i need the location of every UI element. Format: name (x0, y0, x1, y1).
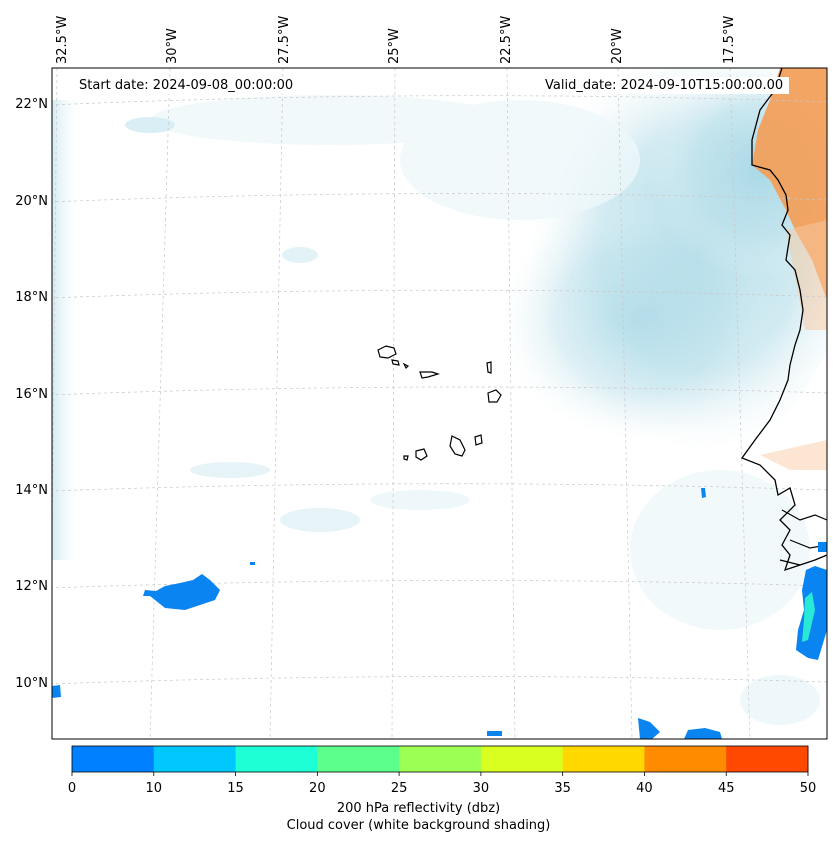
lon-label-22-5w: 22.5°W (499, 15, 514, 64)
colorbar-segment (480, 746, 564, 772)
lat-label-16n: 16°N (15, 387, 48, 402)
colorbar-segment (317, 746, 400, 772)
colorbar-tick-label: 0 (67, 781, 77, 796)
reflectivity-cyan-core (802, 592, 815, 642)
colorbar (71, 745, 809, 776)
colorbar-segment (153, 746, 237, 772)
lat-label-18n: 18°N (15, 290, 48, 305)
lon-label-25w: 25°W (387, 28, 402, 64)
colorbar-label-line1: 200 hPa reflectivity (dbz) (336, 801, 501, 816)
colorbar-tick-label: 10 (145, 781, 163, 796)
lon-label-30w: 30°W (165, 28, 180, 64)
colorbar-tick-label: 20 (309, 781, 326, 796)
lat-label-12n: 12°N (15, 579, 48, 594)
colorbar-tick-label: 35 (554, 781, 571, 796)
colorbar-tick-label: 25 (390, 781, 408, 796)
colorbar-segment (399, 746, 482, 772)
colorbar-segment (644, 746, 727, 772)
map-frame (51, 67, 828, 740)
colorbar-tick-label: 15 (227, 781, 244, 796)
lat-label-14n: 14°N (15, 483, 48, 498)
african-coastline (740, 68, 827, 572)
graticule (52, 68, 827, 739)
colorbar-tick-label: 50 (799, 781, 817, 796)
colorbar-segment (235, 746, 318, 772)
colorbar-segment (72, 746, 155, 772)
colorbar-tick-label: 45 (717, 781, 735, 796)
colorbar-frame (71, 745, 809, 773)
start-date-label: Start date: 2024-09-08_00:00:00 (73, 77, 300, 94)
colorbar-segment (726, 746, 809, 772)
lat-label-20n: 20°N (15, 194, 48, 209)
cape-verde-islands (377, 345, 502, 461)
lat-label-10n: 10°N (15, 676, 48, 691)
lat-label-22n: 22°N (15, 97, 48, 112)
colorbar-label-line2: Cloud cover (white background shading) (286, 818, 551, 833)
colorbar-tick-label: 40 (636, 781, 653, 796)
lon-label-32-5w: 32.5°W (55, 15, 70, 64)
lon-label-27-5w: 27.5°W (277, 15, 292, 64)
lon-label-17-5w: 17.5°W (722, 15, 737, 64)
valid-date-label: Valid_date: 2024-09-10T15:00:00.00 (539, 77, 790, 94)
africa-land (742, 68, 827, 470)
colorbar-segment (562, 746, 645, 772)
lon-label-20w: 20°W (610, 28, 625, 64)
colorbar-tick-label: 30 (472, 781, 490, 796)
